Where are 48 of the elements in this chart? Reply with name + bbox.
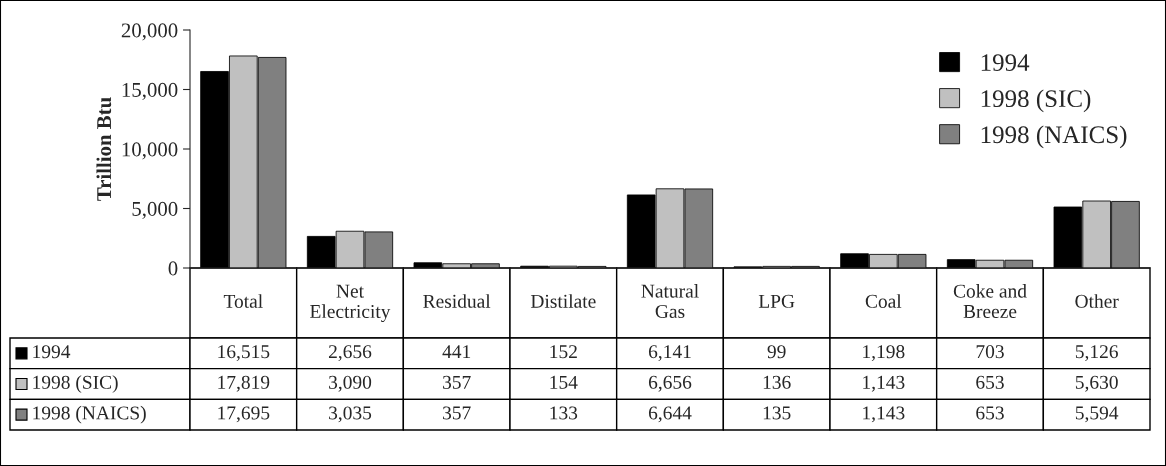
y-tick-label: 20,000 <box>121 23 178 41</box>
data-label: 5,126 <box>1075 345 1118 361</box>
data-label: 653 <box>976 406 1004 420</box>
text: 1998 (NAICS) <box>33 405 146 424</box>
data-label: 152 <box>550 345 577 359</box>
x-tick-label: Total <box>223 294 263 308</box>
y-tick-label: 15,000 <box>122 82 178 100</box>
y-tick-label: 10,000 <box>122 142 178 160</box>
legend-label: 1994 <box>981 54 1030 71</box>
data-label: 357 <box>443 375 471 389</box>
y-tick-label: 0 <box>168 261 178 276</box>
legend-label: 1998 (NAICS) <box>981 125 1127 149</box>
data-label: 357 <box>443 406 471 420</box>
x-tick-label: Net Electricity <box>310 284 391 323</box>
legend-label: 1998 (SIC) <box>981 89 1091 113</box>
data-label: 653 <box>976 375 1004 389</box>
x-tick-label: LPG <box>758 294 795 308</box>
data-label: 99 <box>767 345 786 359</box>
x-tick-label: Other <box>1075 294 1119 308</box>
data-label: 703 <box>976 345 1004 359</box>
data-label: 2,656 <box>328 345 372 361</box>
x-tick-label: Distilate <box>530 294 596 308</box>
x-tick-label: Coal <box>865 294 902 308</box>
data-label: 5,630 <box>1075 375 1118 392</box>
data-label: 1,198 <box>863 345 905 361</box>
x-tick-label: Residual <box>423 294 491 308</box>
data-label: 16,515 <box>218 345 270 361</box>
data-label: 1,143 <box>863 406 905 423</box>
data-label: 135 <box>763 406 791 420</box>
data-label: 133 <box>550 406 578 420</box>
x-tick-label: Natural Gas <box>641 284 699 319</box>
data-label: 6,141 <box>648 345 691 361</box>
text: 1998 (SIC) <box>33 375 118 393</box>
data-label: 441 <box>442 345 471 359</box>
y-axis-title: Trillion Btu <box>96 97 112 201</box>
data-label: 136 <box>763 375 791 389</box>
data-label: 6,644 <box>648 406 692 423</box>
x-tick-label: Coke and Breeze <box>953 284 1027 319</box>
y-tick-label: 5,000 <box>132 201 178 219</box>
data-label: 154 <box>550 375 578 389</box>
data-label: 3,090 <box>329 375 372 392</box>
data-label: 3,035 <box>329 406 372 423</box>
data-label: 6,656 <box>648 375 692 392</box>
data-label: 5,594 <box>1075 406 1119 423</box>
text: 1994 <box>33 345 71 359</box>
data-label: 1,143 <box>863 375 905 392</box>
data-label: 17,819 <box>218 375 270 392</box>
data-label: 17,695 <box>218 406 270 423</box>
